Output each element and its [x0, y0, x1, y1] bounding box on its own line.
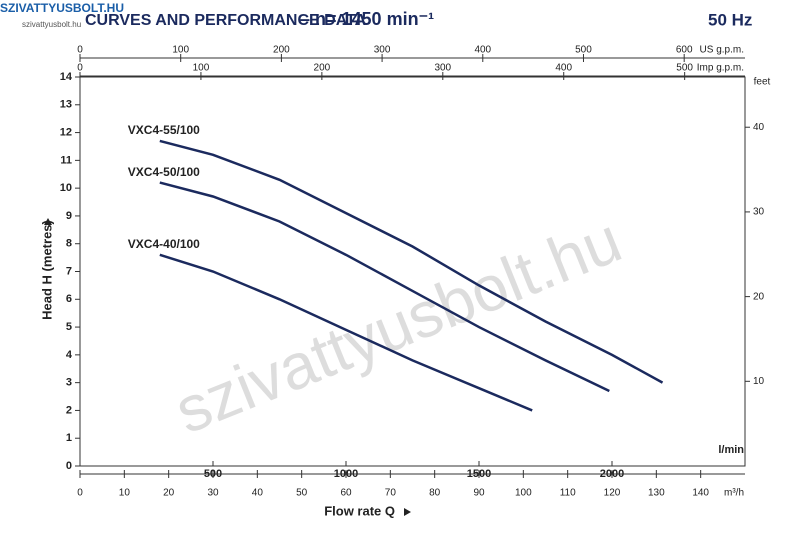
axis-tick-label: 90 [473, 488, 485, 499]
axis-tick-label: 80 [429, 488, 441, 499]
axis-tick-label: 100 [193, 63, 210, 74]
y-tick-label: 6 [66, 293, 72, 305]
axis-label: m³/h [724, 488, 744, 499]
y-tick-label: 9 [66, 210, 72, 222]
axis-tick-label: 40 [252, 488, 264, 499]
axis-label: US g.p.m. [700, 45, 744, 56]
y-tick-label: 1 [66, 432, 72, 444]
frequency: 50 Hz [708, 10, 752, 29]
y-tick-label: 13 [60, 99, 72, 111]
y-tick-label: 2 [66, 404, 72, 416]
axis-tick-label: 70 [385, 488, 397, 499]
curve-label: VXC4-50/100 [128, 165, 200, 179]
axis-tick-label: 500 [676, 63, 693, 74]
y2-label: feet [754, 77, 771, 88]
axis-label: Imp g.p.m. [697, 63, 744, 74]
axis-tick-label: 0 [77, 63, 83, 74]
axis-tick-label: 0 [77, 45, 83, 56]
y-tick-label: 0 [66, 460, 72, 472]
y2-tick-label: 40 [753, 122, 765, 133]
axis-tick-label: 50 [296, 488, 308, 499]
x-arrow [404, 508, 411, 516]
y-tick-label: 10 [60, 182, 72, 194]
y-tick-label: 8 [66, 238, 72, 250]
chart-subtitle: – n= 1450 min⁻¹ [300, 9, 434, 29]
curve-label: VXC4-40/100 [128, 237, 200, 251]
axis-tick-label: 100 [515, 488, 532, 499]
axis-tick-label: 400 [474, 45, 491, 56]
axis-tick-label: 300 [374, 45, 391, 56]
curve-label: VXC4-55/100 [128, 123, 200, 137]
axis-tick-label: 110 [560, 488, 576, 499]
curve [159, 181, 610, 393]
y-tick-label: 14 [60, 71, 73, 83]
y-tick-label: 7 [66, 265, 72, 277]
logo-sub: szivattyusbolt.hu [22, 20, 81, 29]
y-axis-label: Head H (metres) [39, 220, 54, 320]
axis-tick-label: 20 [163, 488, 175, 499]
curve [159, 139, 664, 384]
axis-tick-label: 100 [172, 45, 189, 56]
x-unit: l/min [718, 444, 744, 456]
axis-tick-label: 500 [575, 45, 592, 56]
axis-tick-label: 300 [434, 63, 451, 74]
axis-tick-label: 60 [340, 488, 352, 499]
axis-tick-label: 200 [314, 63, 331, 74]
axis-tick-label: 600 [676, 45, 693, 56]
y-tick-label: 11 [60, 154, 72, 166]
axis-tick-label: 10 [119, 488, 131, 499]
y2-tick-label: 20 [753, 291, 765, 302]
chart-title: CURVES AND PERFORMANCE DATA [85, 12, 367, 29]
y-tick-label: 5 [66, 321, 72, 333]
curve [159, 253, 533, 412]
y2-tick-label: 30 [753, 207, 765, 218]
axis-tick-label: 130 [648, 488, 665, 499]
y-arrow [44, 218, 52, 225]
y-tick-label: 3 [66, 377, 72, 389]
axis-tick-label: 400 [555, 63, 572, 74]
y-tick-label: 4 [66, 349, 73, 361]
axis-tick-label: 200 [273, 45, 290, 56]
axis-tick-label: 140 [692, 488, 709, 499]
y2-tick-label: 10 [753, 376, 765, 387]
axis-tick-label: 120 [604, 488, 621, 499]
logo: SZIVATTYUSBOLT.HU [0, 1, 124, 15]
x-axis-label: Flow rate Q [324, 503, 395, 518]
axis-tick-label: 0 [77, 488, 83, 499]
axis-tick-label: 30 [207, 488, 219, 499]
y-tick-label: 12 [60, 126, 72, 138]
